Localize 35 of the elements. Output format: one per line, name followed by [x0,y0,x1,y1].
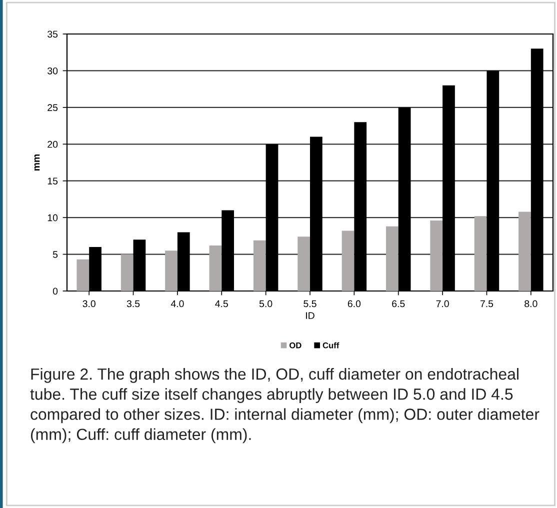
bar [518,212,531,291]
y-tick-label: 0 [52,288,58,295]
y-tick-label: 25 [48,104,58,112]
y-tick-label: 15 [48,178,58,184]
bar [76,259,90,291]
caption: Figure 2. The graph shows the ID, OD, cuff diameter on endotracheal tube. The cuff size itself changes abruptly between ID 5.0 and ID 4.5 compared to other sizes. ID: internal diameter (mm); OD: outer diameter (mm); Cuff: cuff diameter (mm). [30,368,540,444]
x-tick-label: 6.5 [392,300,405,308]
bar [298,236,310,291]
y-tick-label: 20 [48,140,58,148]
x-axis-title: ID [306,312,314,319]
y-tick-label: 30 [48,67,58,74]
x-tick-label: 8.0 [524,300,538,308]
y-axis-title: mm [34,154,40,171]
x-tick-label: 3.0 [82,300,96,308]
x-tick-label: 5.0 [259,300,272,308]
bar [430,220,443,291]
y-tick-label: 35 [48,30,58,38]
x-tick-label: 4.5 [215,300,228,308]
bar [342,230,354,291]
x-tick-label: 7.5 [480,300,494,308]
x-tick-label: 6.0 [348,300,361,308]
x-tick-label: 7.0 [436,300,449,308]
x-tick-label: 5.5 [304,300,316,308]
bar [253,240,266,291]
y-tick-label: 10 [48,214,58,222]
bar [386,226,398,291]
legend-label: OD [290,342,302,348]
bar [474,216,487,291]
x-tick-label: 4.0 [170,300,184,308]
legend-label: Cuff [322,342,340,348]
bar [209,245,222,291]
y-tick-label: 5 [52,251,58,258]
x-tick-label: 3.5 [126,300,140,308]
bar [120,254,134,291]
bar [165,250,178,291]
